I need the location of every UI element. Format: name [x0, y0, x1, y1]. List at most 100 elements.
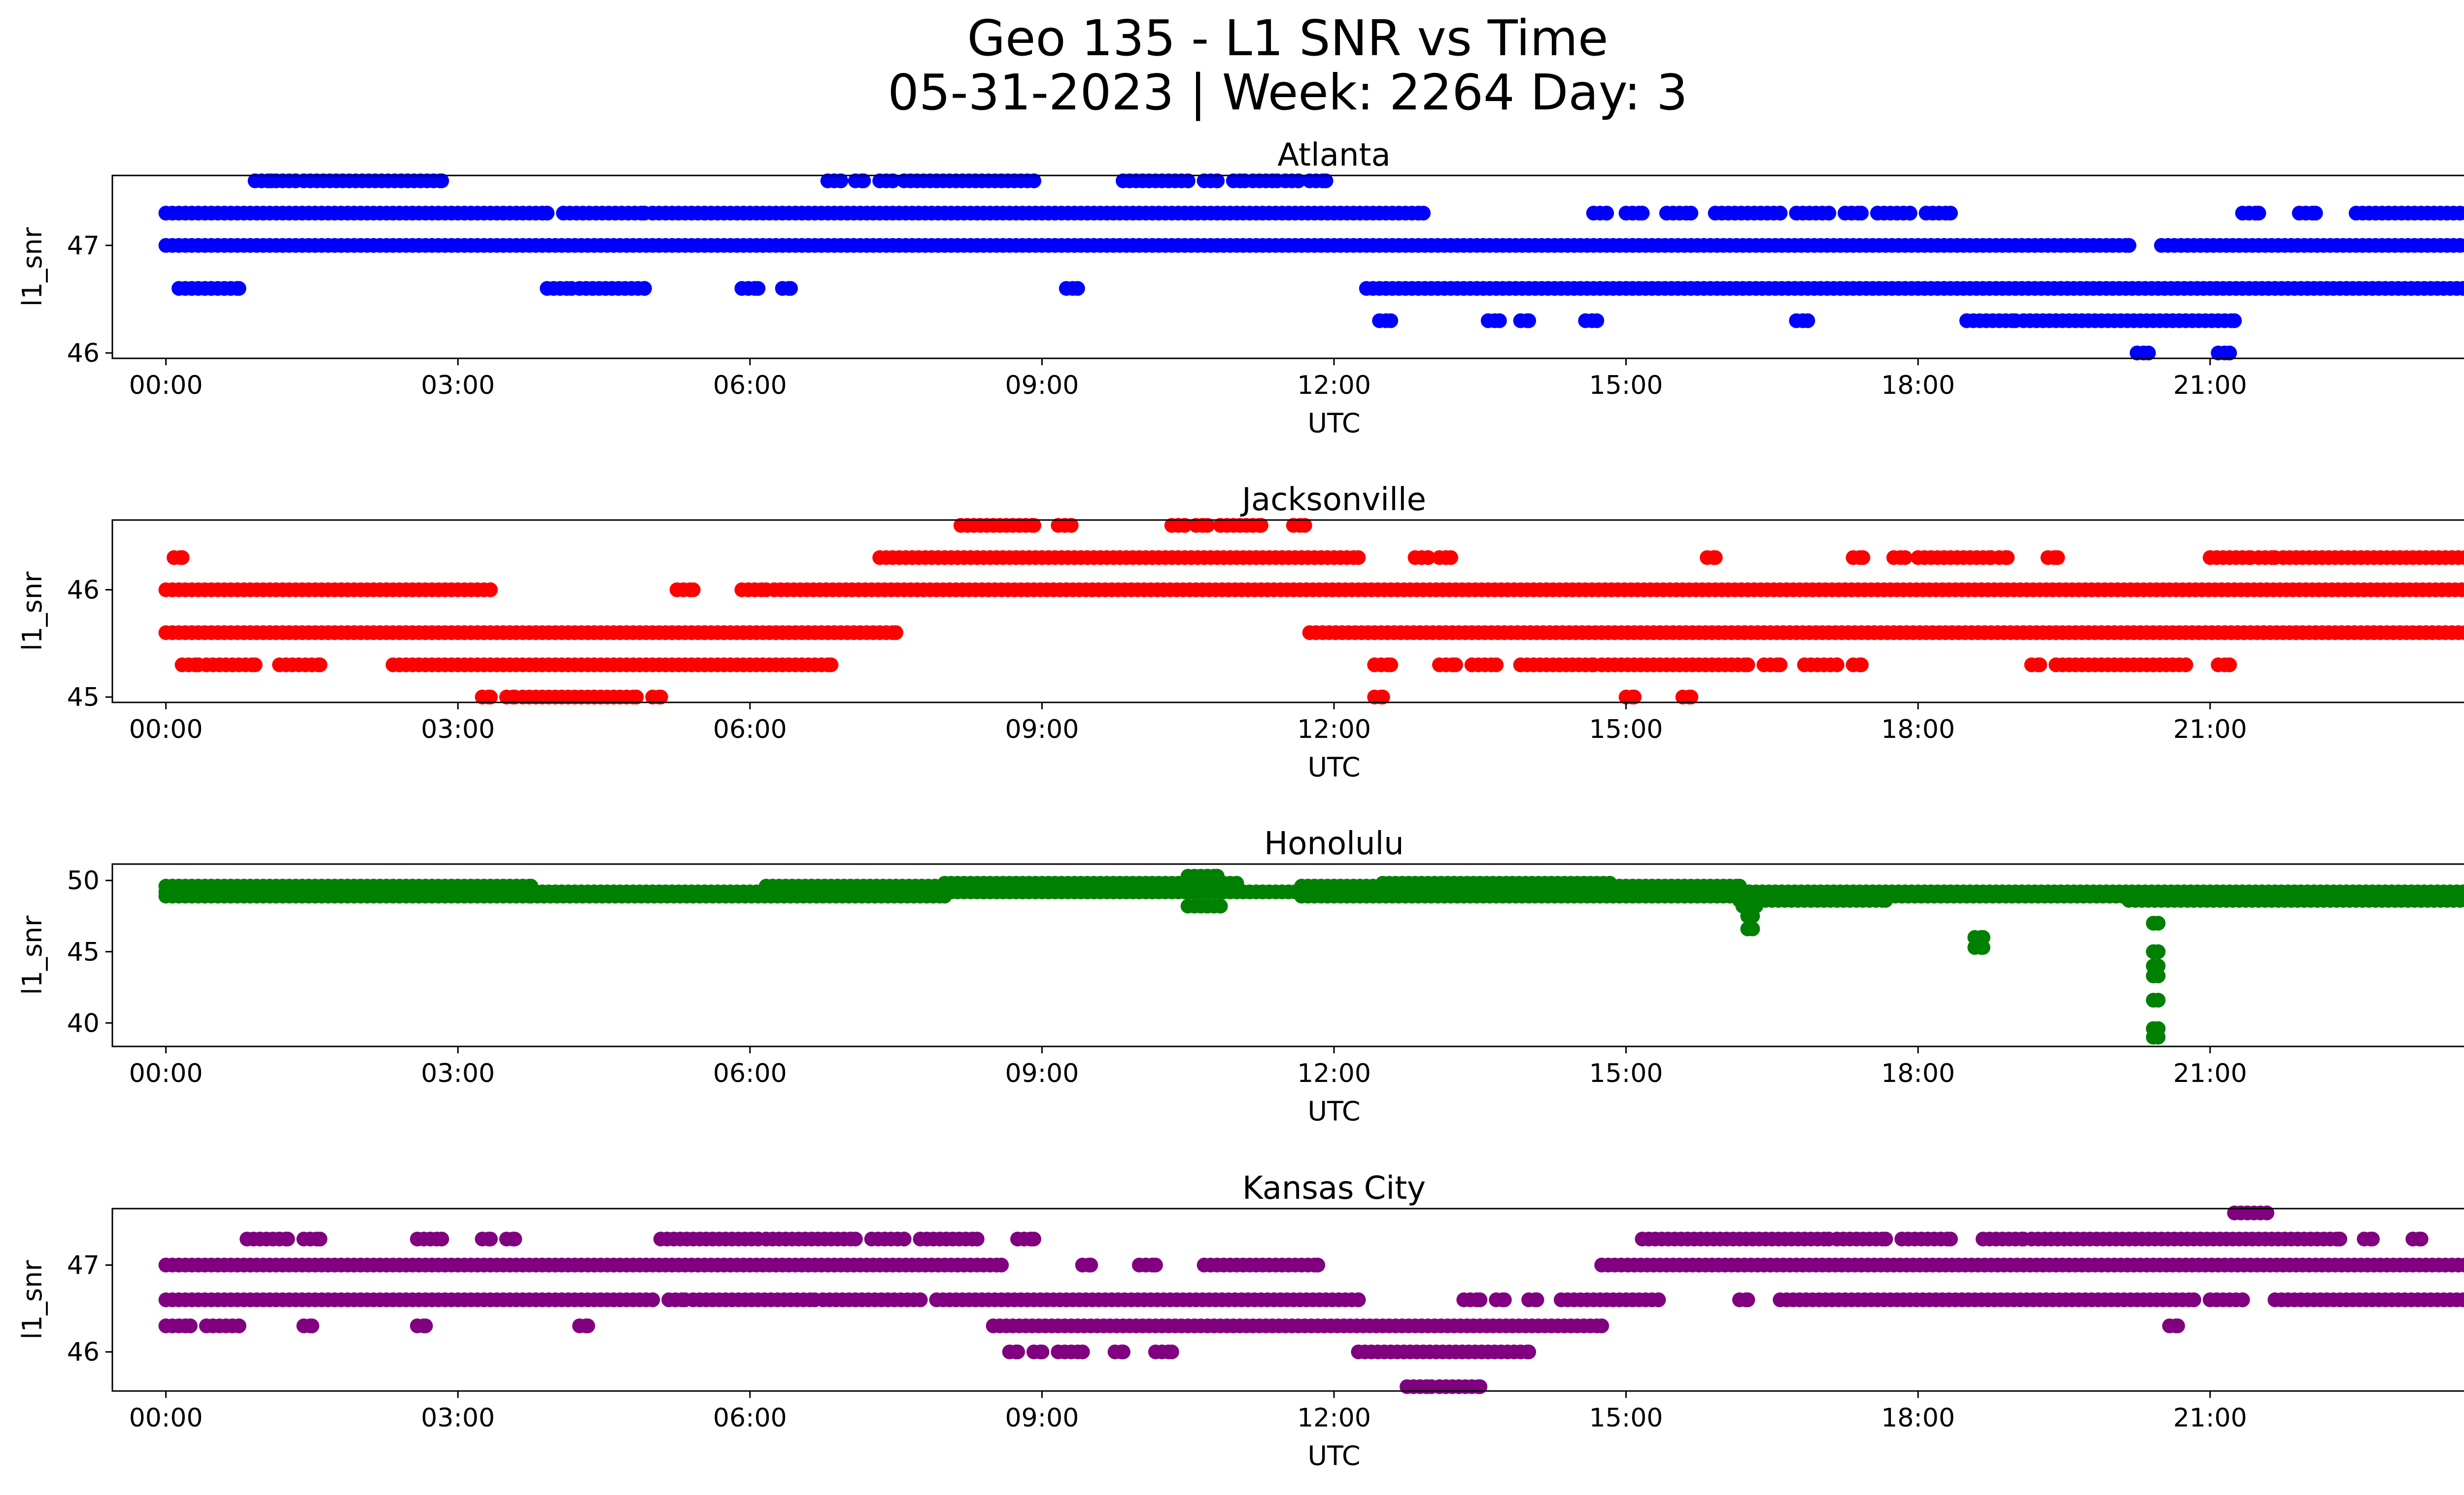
y-axis-label: l1_snr — [17, 915, 48, 995]
x-tick-label: 09:00 — [1005, 1059, 1079, 1088]
data-point — [823, 657, 839, 672]
data-point — [2462, 283, 2464, 293]
y-tick-label: 46 — [67, 339, 100, 368]
data-point — [1651, 1292, 1666, 1307]
data-point — [896, 1231, 912, 1247]
data-point — [2222, 657, 2237, 672]
data-point — [1854, 657, 1869, 672]
data-point — [2456, 281, 2464, 296]
data-point — [645, 1292, 660, 1307]
x-tick-label: 03:00 — [421, 715, 495, 744]
data-point — [1375, 690, 1390, 705]
data-point — [2259, 1205, 2274, 1220]
data-point — [2459, 238, 2464, 253]
data-point — [1902, 206, 1917, 221]
data-point — [1180, 173, 1196, 188]
data-point — [1854, 206, 1869, 221]
data-point — [885, 173, 900, 188]
data-point — [1521, 313, 1537, 328]
data-point — [2151, 944, 2166, 959]
data-point — [1034, 1344, 1050, 1359]
data-point — [483, 582, 498, 597]
data-point — [2462, 1295, 2464, 1305]
data-point — [1210, 173, 1225, 188]
x-tick-label: 15:00 — [1589, 715, 1663, 744]
data-point — [653, 690, 668, 705]
data-point — [2122, 238, 2137, 253]
data-point — [889, 625, 904, 640]
data-point — [580, 1318, 595, 1333]
x-tick-label: 18:00 — [1881, 1059, 1955, 1088]
data-point — [312, 1231, 328, 1247]
data-point — [1745, 908, 1760, 924]
data-point — [1200, 518, 1215, 533]
data-point — [304, 1318, 319, 1333]
data-point — [1297, 518, 1312, 533]
data-point — [856, 173, 871, 188]
data-point — [2178, 657, 2193, 672]
data-point — [1026, 173, 1041, 188]
data-point — [629, 690, 644, 705]
data-point — [1683, 206, 1699, 221]
data-point — [1148, 1257, 1163, 1273]
x-tick-label: 15:00 — [1589, 371, 1663, 400]
data-point — [1489, 657, 1504, 672]
data-point — [2456, 1292, 2464, 1307]
x-tick-label: 09:00 — [1005, 1403, 1079, 1433]
data-point — [2141, 346, 2156, 361]
data-point — [751, 281, 766, 296]
data-point — [1594, 1318, 1609, 1333]
data-point — [1213, 899, 1228, 914]
data-point — [2050, 550, 2065, 565]
data-point — [1291, 173, 1306, 188]
data-point — [1310, 1257, 1326, 1273]
data-point — [2308, 206, 2323, 221]
data-point — [1773, 206, 1788, 221]
x-tick-label: 18:00 — [1881, 371, 1955, 400]
data-point — [312, 657, 328, 672]
data-point — [1070, 281, 1085, 296]
x-tick-label: 00:00 — [129, 1059, 203, 1088]
axes-frame — [111, 519, 2464, 703]
x-tick-label: 12:00 — [1297, 371, 1371, 400]
data-point — [1943, 1231, 1958, 1247]
data-point — [2186, 1292, 2201, 1307]
data-point — [2459, 893, 2464, 907]
data-point — [1318, 173, 1334, 188]
data-point — [1383, 313, 1399, 328]
data-point — [1416, 206, 1431, 221]
data-point — [1829, 657, 1845, 672]
x-tick-label: 12:00 — [1297, 1403, 1371, 1433]
data-point — [1602, 876, 1617, 891]
data-point — [1026, 1231, 1041, 1247]
data-point — [1878, 1231, 1893, 1247]
data-point — [1492, 313, 1507, 328]
x-tick-label: 09:00 — [1005, 371, 1079, 400]
data-point — [1351, 550, 1366, 565]
series-markers — [158, 518, 2464, 705]
data-point — [969, 1231, 985, 1247]
x-tick-label: 21:00 — [2173, 715, 2247, 744]
data-point — [2413, 1231, 2429, 1247]
data-point — [1773, 657, 1788, 672]
data-point — [1800, 313, 1815, 328]
data-point — [2457, 1257, 2464, 1273]
data-point — [783, 281, 798, 296]
y-tick-label: 46 — [67, 1338, 100, 1367]
data-point — [2459, 206, 2464, 220]
data-point — [1083, 1257, 1098, 1273]
x-tick-label: 00:00 — [129, 371, 203, 400]
data-point — [1740, 657, 1755, 672]
data-point — [1589, 313, 1605, 328]
data-point — [1627, 690, 1642, 705]
data-point — [1010, 1344, 1025, 1359]
data-point — [540, 206, 555, 221]
data-point — [2457, 550, 2464, 565]
y-tick-label: 46 — [67, 575, 100, 605]
data-point — [833, 173, 849, 188]
data-point — [1443, 550, 1458, 565]
data-point — [1210, 869, 1225, 884]
figure-title-line2: 05-31-2023 | Week: 2264 Day: 3 — [888, 64, 1687, 121]
data-point — [1472, 1379, 1488, 1394]
data-point — [1878, 893, 1893, 908]
